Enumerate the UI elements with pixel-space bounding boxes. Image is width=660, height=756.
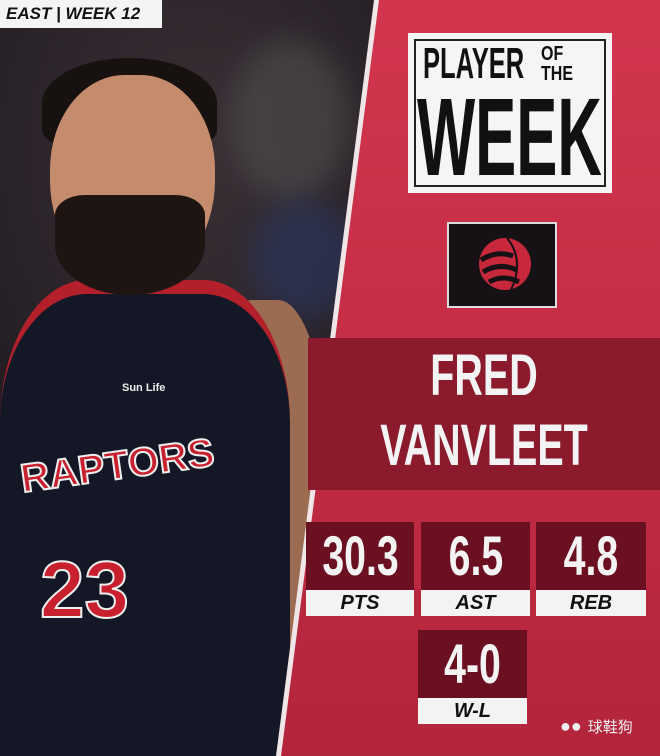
title-the: THE xyxy=(541,63,573,85)
watermark: ●● 球鞋狗 xyxy=(560,716,633,737)
sponsor-patch: Sun Life xyxy=(122,382,166,394)
player-jersey: RAPTORS 23 Sun Life xyxy=(0,280,290,756)
title-week: WEEK xyxy=(417,76,602,193)
stat-label: W-L xyxy=(418,698,527,724)
stat-label: PTS xyxy=(306,590,414,616)
raptors-logo-icon xyxy=(447,222,557,308)
title-of-the: OF THE xyxy=(541,44,573,84)
stat-wl: 4-0 W-L xyxy=(418,630,527,724)
title-of: OF xyxy=(541,43,564,65)
stat-label: AST xyxy=(421,590,530,616)
stat-value: 6.5 xyxy=(448,524,503,587)
jersey-number: 23 xyxy=(39,544,130,635)
player-first-name: FRED xyxy=(430,343,538,408)
conference-week-tag: EAST | WEEK 12 xyxy=(0,0,162,28)
watermark-text: 球鞋狗 xyxy=(587,719,633,736)
stat-value: 4-0 xyxy=(444,632,501,695)
stat-label: REB xyxy=(536,590,646,616)
player-last-name: VANVLEET xyxy=(380,413,588,478)
stat-value: 30.3 xyxy=(322,524,399,587)
player-beard xyxy=(55,195,205,295)
jersey-text: RAPTORS xyxy=(17,430,218,503)
crowd-blur xyxy=(230,40,350,200)
player-name-band: FRED VANVLEET xyxy=(308,338,660,490)
wechat-icon: ●● xyxy=(560,716,582,736)
player-of-the-week-title: PLAYER OF THE WEEK xyxy=(408,33,612,193)
stat-ast: 6.5 AST xyxy=(421,522,530,616)
stat-pts: 30.3 PTS xyxy=(306,522,414,616)
stat-value: 4.8 xyxy=(563,524,619,587)
title-player: PLAYER xyxy=(423,39,525,88)
stat-reb: 4.8 REB xyxy=(536,522,646,616)
